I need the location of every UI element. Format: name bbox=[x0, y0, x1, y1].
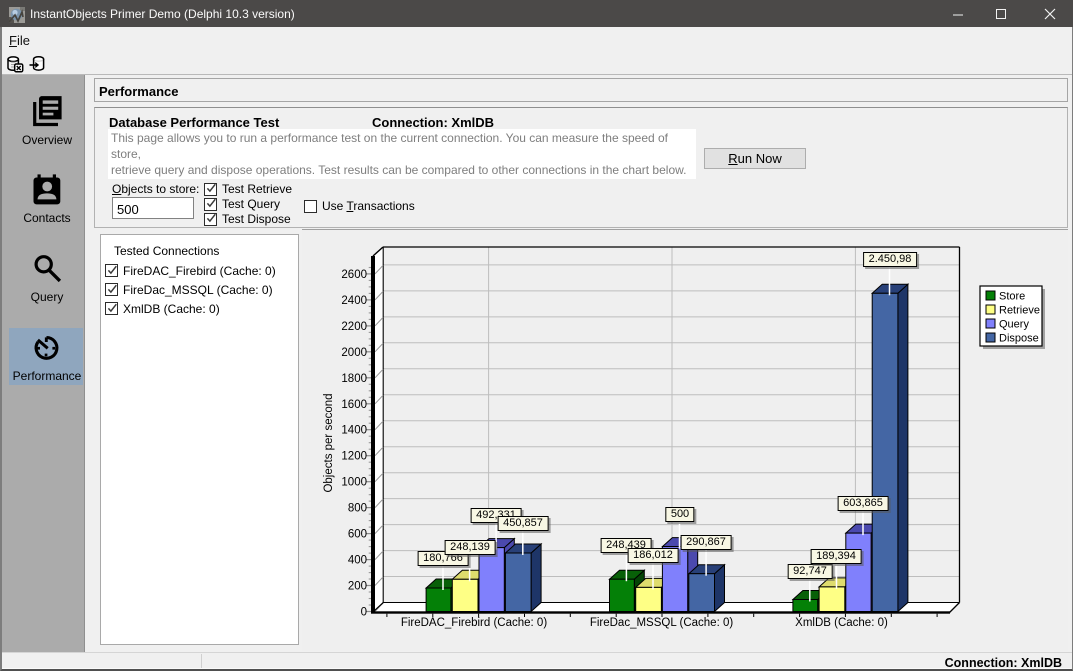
svg-text:Retrieve: Retrieve bbox=[999, 305, 1040, 317]
svg-text:FireDAC_Firebird (Cache: 0): FireDAC_Firebird (Cache: 0) bbox=[401, 617, 548, 629]
svg-text:1800: 1800 bbox=[341, 373, 367, 385]
svg-text:1000: 1000 bbox=[341, 477, 367, 489]
svg-text:XmlDB (Cache: 0): XmlDB (Cache: 0) bbox=[795, 617, 888, 629]
svg-text:1400: 1400 bbox=[341, 425, 367, 437]
svg-text:2600: 2600 bbox=[341, 269, 367, 281]
svg-text:200: 200 bbox=[348, 581, 367, 593]
svg-text:1200: 1200 bbox=[341, 451, 367, 463]
svg-text:Objects per second: Objects per second bbox=[323, 393, 335, 492]
svg-text:1600: 1600 bbox=[341, 399, 367, 411]
svg-text:2400: 2400 bbox=[341, 295, 367, 307]
svg-text:0: 0 bbox=[361, 607, 367, 619]
svg-text:2000: 2000 bbox=[341, 347, 367, 359]
svg-text:600: 600 bbox=[348, 529, 367, 541]
svg-text:Query: Query bbox=[999, 319, 1029, 331]
svg-text:400: 400 bbox=[348, 555, 367, 567]
svg-text:2200: 2200 bbox=[341, 321, 367, 333]
svg-text:800: 800 bbox=[348, 503, 367, 515]
svg-text:Store: Store bbox=[999, 291, 1025, 303]
svg-text:FireDac_MSSQL (Cache: 0): FireDac_MSSQL (Cache: 0) bbox=[590, 617, 734, 629]
svg-text:Dispose: Dispose bbox=[999, 333, 1039, 345]
